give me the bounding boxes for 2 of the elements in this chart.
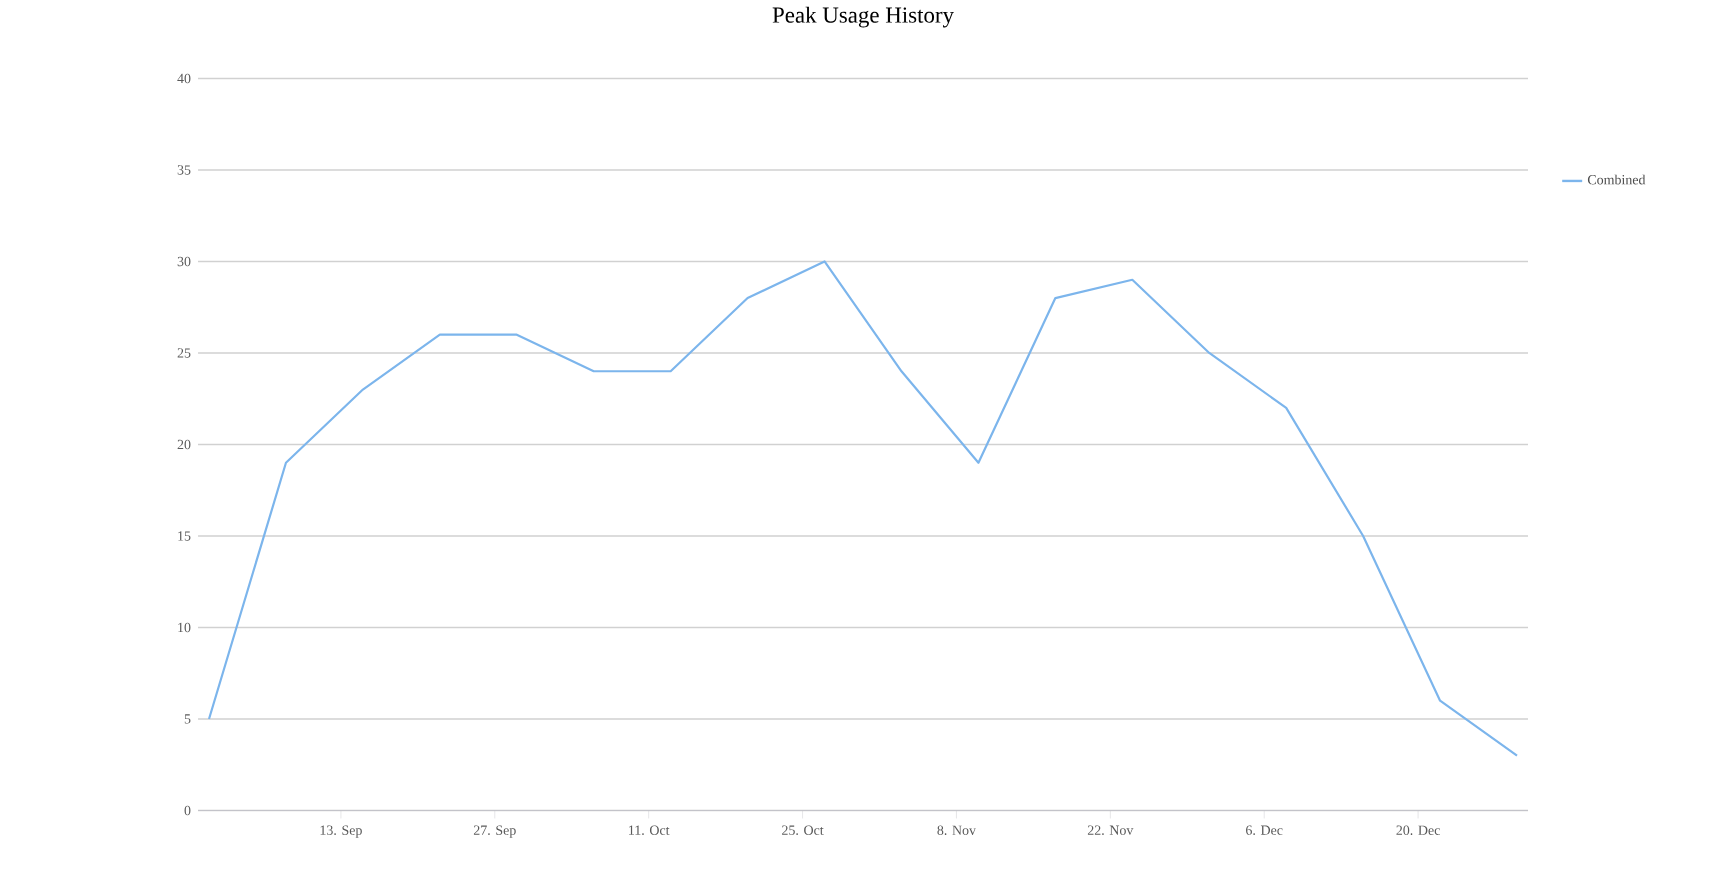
- line-series: [207, 260, 1519, 757]
- chart-title: Peak Usage History: [772, 6, 954, 28]
